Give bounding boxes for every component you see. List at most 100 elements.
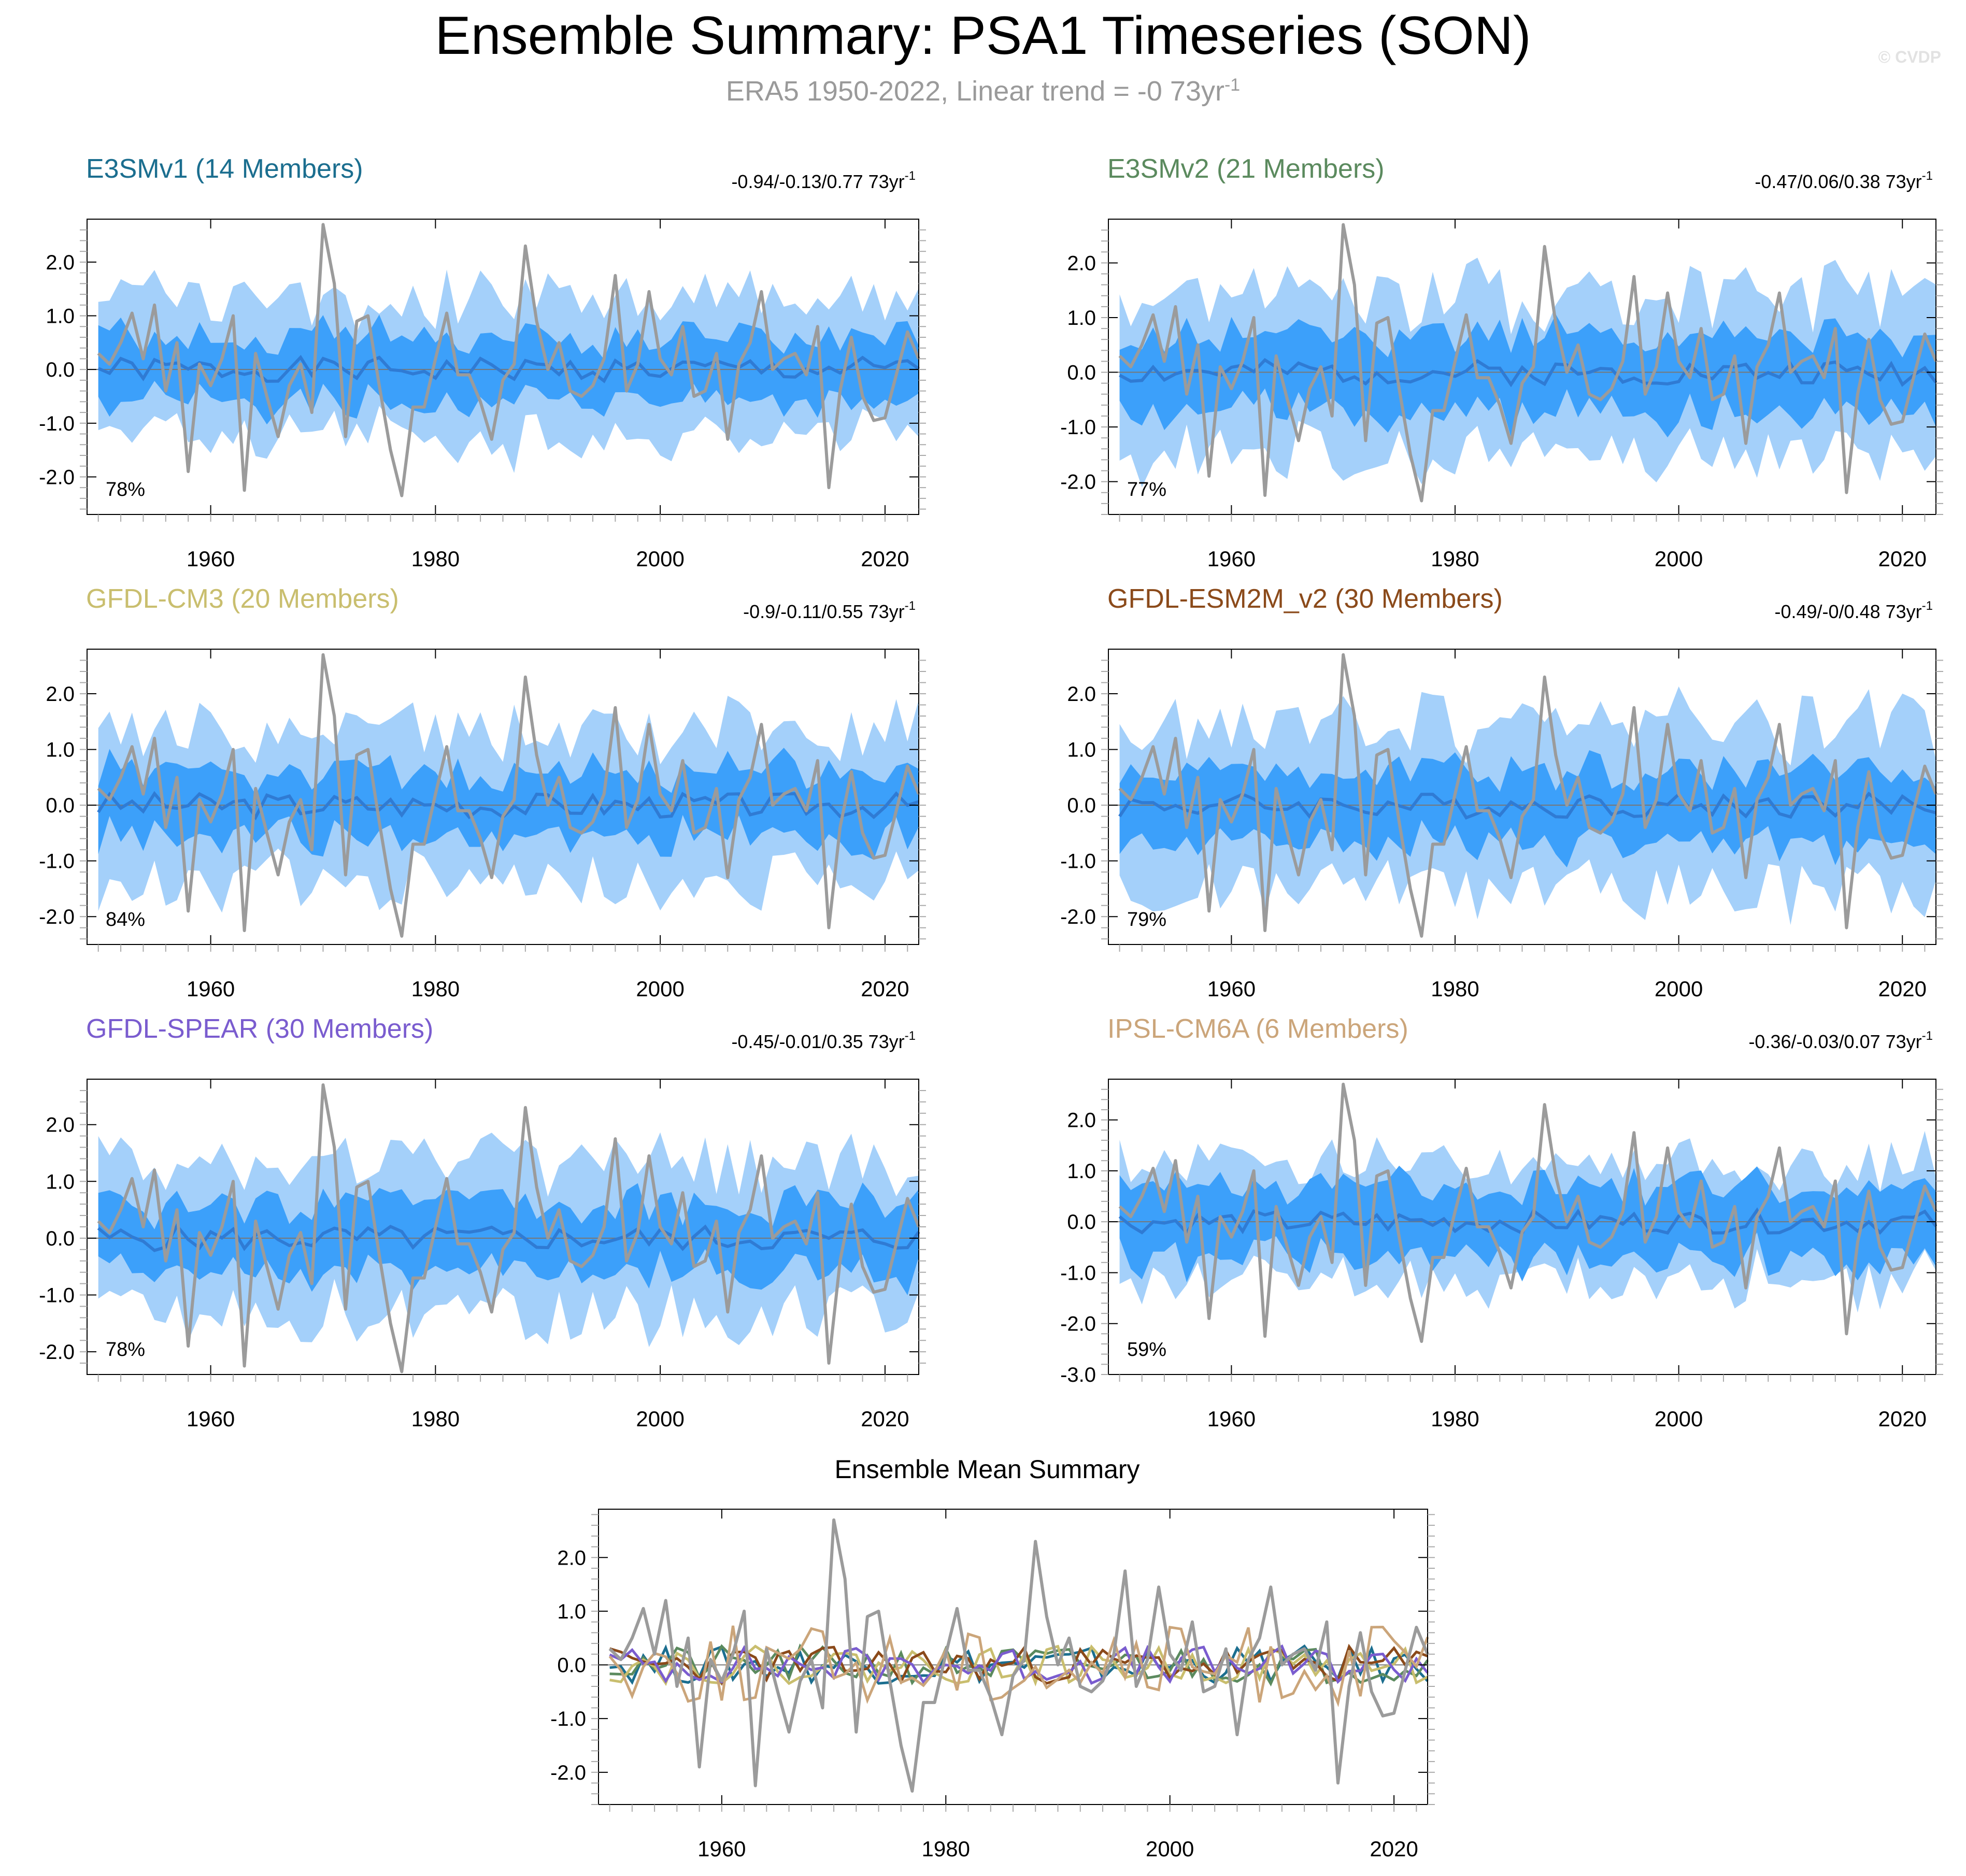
page-subtitle: ERA5 1950-2022, Linear trend = -0 73yr-1	[0, 75, 1966, 107]
panel-title: GFDL-CM3 (20 Members)	[86, 584, 399, 614]
x-tick-label: 1980	[1431, 1407, 1479, 1431]
y-tick-label: 0.0	[557, 1654, 586, 1677]
trend-label: -0.49/-0/0.48 73yr-1	[1774, 599, 1933, 622]
chart-panel-e3smv1: E3SMv1 (14 Members) -0.94/-0.13/0.77 73yr…	[39, 154, 926, 571]
trend-label: -0.9/-0.11/0.55 73yr-1	[743, 599, 916, 622]
chart-panel-gfdl-esm2m-v2: GFDL-ESM2M_v2 (30 Members) -0.49/-0/0.48 …	[1060, 584, 1943, 1001]
panel-title: Ensemble Mean Summary	[834, 1455, 1139, 1484]
observation-line	[1118, 1082, 1937, 1343]
x-tick-label: 2020	[1878, 1407, 1927, 1431]
page-title: Ensemble Summary: PSA1 Timeseries (SON)	[435, 6, 1531, 66]
y-tick-label: 2.0	[1067, 252, 1096, 275]
y-tick-label: 1.0	[557, 1600, 586, 1623]
y-tick-label: -1.0	[39, 850, 75, 873]
y-tick-label: 1.0	[46, 739, 75, 762]
y-tick-label: 0.0	[46, 359, 75, 381]
y-tick-label: -1.0	[39, 412, 75, 435]
x-tick-label: 2000	[1146, 1837, 1194, 1861]
x-tick-label: 2020	[1878, 547, 1927, 571]
x-tick-label: 2000	[636, 547, 684, 571]
panel-title: E3SMv2 (21 Members)	[1107, 154, 1385, 184]
panel-title: E3SMv1 (14 Members)	[86, 154, 363, 184]
trend-label-superscript: -1	[1922, 1029, 1933, 1043]
trend-label-superscript: -1	[905, 599, 916, 613]
x-tick-label: 2020	[1878, 977, 1927, 1001]
y-tick-label: 2.0	[46, 1114, 75, 1137]
y-tick-label: -2.0	[1060, 471, 1096, 494]
trend-label: -0.36/-0.03/0.07 73yr-1	[1748, 1029, 1933, 1052]
observation-line	[1118, 653, 1937, 938]
x-tick-label: 2000	[1655, 547, 1703, 571]
trend-label-superscript: -1	[1922, 599, 1933, 613]
y-tick-label: -1.0	[1060, 416, 1096, 439]
y-tick-label: 0.0	[1067, 794, 1096, 817]
y-tick-label: 1.0	[46, 305, 75, 328]
x-tick-label: 1960	[1207, 977, 1256, 1001]
y-tick-label: 2.0	[46, 251, 75, 274]
trend-label-text: -0.9/-0.11/0.55 73yr	[743, 601, 905, 622]
chart-panel-gfdl-cm3: GFDL-CM3 (20 Members) -0.9/-0.11/0.55 73y…	[39, 584, 926, 1001]
y-tick-label: -2.0	[1060, 1313, 1096, 1336]
x-tick-label: 2020	[861, 977, 909, 1001]
y-tick-label: -1.0	[550, 1708, 586, 1730]
trend-label-superscript: -1	[1922, 169, 1933, 183]
ensemble-mean-line	[97, 355, 920, 383]
inner-spread-band	[98, 748, 919, 860]
chart-panel-e3smv2: E3SMv2 (21 Members) -0.47/0.06/0.38 73yr-…	[1060, 154, 1943, 571]
panel-title: IPSL-CM6A (6 Members)	[1107, 1014, 1408, 1044]
y-tick-label: -2.0	[39, 1341, 75, 1364]
x-tick-label: 2020	[861, 547, 909, 571]
x-tick-label: 1980	[411, 1407, 460, 1431]
y-tick-label: 2.0	[557, 1546, 586, 1569]
series-line-ipsl-cm6a	[608, 1625, 1429, 1708]
y-tick-label: -2.0	[550, 1762, 586, 1784]
chart-panel-ipsl-cm6a: IPSL-CM6A (6 Members) -0.36/-0.03/0.07 73…	[1060, 1014, 1943, 1431]
y-tick-label: 0.0	[46, 794, 75, 817]
trend-label-text: -0.36/-0.03/0.07 73yr	[1748, 1031, 1921, 1052]
y-tick-label: 1.0	[46, 1170, 75, 1193]
x-tick-label: 1980	[922, 1837, 970, 1861]
watermark: © CVDP	[1878, 48, 1941, 66]
match-percentage: 78%	[106, 479, 145, 500]
y-tick-label: 0.0	[46, 1227, 75, 1250]
x-tick-label: 1960	[187, 977, 235, 1001]
y-tick-label: -1.0	[1060, 850, 1096, 873]
x-tick-label: 1960	[187, 1407, 235, 1431]
panel-title: GFDL-SPEAR (30 Members)	[86, 1014, 433, 1044]
y-tick-label: -2.0	[39, 906, 75, 928]
x-tick-label: 1960	[1207, 547, 1256, 571]
x-tick-label: 1960	[1207, 1407, 1256, 1431]
observation-line	[97, 1083, 920, 1373]
x-tick-label: 1960	[697, 1837, 746, 1861]
x-tick-label: 1980	[411, 977, 460, 1001]
y-tick-label: 1.0	[1067, 1160, 1096, 1183]
y-tick-label: 2.0	[1067, 1109, 1096, 1132]
y-tick-label: -2.0	[1060, 906, 1096, 928]
trend-label-text: -0.94/-0.13/0.77 73yr	[731, 171, 904, 192]
x-tick-label: 1980	[1431, 547, 1479, 571]
x-tick-label: 1980	[411, 547, 460, 571]
observation-line	[1118, 223, 1937, 503]
x-tick-label: 2000	[636, 977, 684, 1001]
x-tick-label: 2020	[1370, 1837, 1418, 1861]
y-tick-label: 0.0	[1067, 1211, 1096, 1234]
y-tick-label: -3.0	[1060, 1364, 1096, 1386]
x-tick-label: 2000	[1655, 977, 1703, 1001]
observation-line	[97, 223, 920, 497]
match-percentage: 77%	[1127, 479, 1166, 500]
trend-label: -0.94/-0.13/0.77 73yr-1	[731, 169, 916, 192]
subtitle-superscript: -1	[1224, 75, 1241, 95]
observation-line	[608, 1518, 1429, 1793]
trend-label-superscript: -1	[905, 169, 916, 183]
trend-label-text: -0.47/0.06/0.38 73yr	[1755, 171, 1921, 192]
trend-label: -0.47/0.06/0.38 73yr-1	[1755, 169, 1933, 192]
x-tick-label: 1980	[1431, 977, 1479, 1001]
x-tick-label: 1960	[187, 547, 235, 571]
y-tick-label: 1.0	[1067, 307, 1096, 330]
y-tick-label: 2.0	[46, 683, 75, 706]
trend-label: -0.45/-0.01/0.35 73yr-1	[731, 1029, 916, 1052]
match-percentage: 79%	[1127, 909, 1166, 930]
match-percentage: 59%	[1127, 1339, 1166, 1361]
x-tick-label: 2000	[636, 1407, 684, 1431]
